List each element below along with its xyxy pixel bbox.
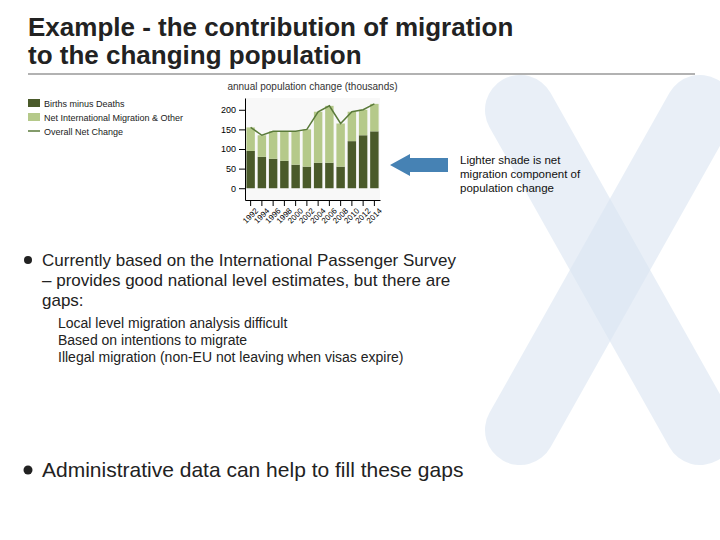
x-tick-mark xyxy=(329,200,330,206)
bar xyxy=(359,135,367,188)
x-axis-line xyxy=(246,200,381,201)
bar xyxy=(303,129,311,166)
sub-bullet-text: Local level migration analysis difficult xyxy=(58,315,287,331)
bar xyxy=(325,163,333,189)
bar xyxy=(336,167,344,189)
x-tick-mark xyxy=(295,200,296,206)
bar xyxy=(348,112,356,141)
bar xyxy=(269,131,277,158)
bullet-text: – provides good national level estimates… xyxy=(42,271,450,290)
y-tick-mark xyxy=(239,110,245,111)
y-tick: 150 xyxy=(221,125,245,135)
y-tick: 0 xyxy=(231,184,245,194)
legend-label: Net International Migration & Other xyxy=(44,113,183,123)
sub-bullet-text: Based on intentions to migrate xyxy=(58,332,247,348)
annotation-line: Lighter shade is net xyxy=(460,154,561,166)
x-tick-mark xyxy=(284,200,285,206)
bar xyxy=(291,131,299,164)
x-tick-mark xyxy=(318,200,319,206)
x-tick-mark xyxy=(250,200,251,206)
bar xyxy=(370,104,378,131)
x-tick-mark xyxy=(261,200,262,206)
bar xyxy=(314,163,322,189)
y-tick-label: 50 xyxy=(226,164,236,174)
plot-marks xyxy=(246,104,378,188)
y-tick-mark xyxy=(239,188,245,189)
plot-background xyxy=(245,98,380,200)
y-axis: 0 50 100 150 200 xyxy=(221,99,246,201)
y-axis-line xyxy=(245,99,246,201)
legend-swatch xyxy=(28,113,40,121)
legend-swatch xyxy=(28,130,40,132)
bar xyxy=(370,131,378,188)
bullet-dot xyxy=(24,256,32,264)
x-tick-mark xyxy=(363,200,364,206)
bar xyxy=(280,131,288,160)
x-axis: 1992199419961998200020022004200620082010… xyxy=(241,200,384,225)
page: Example - the contribution of migrationt… xyxy=(0,0,720,540)
bar xyxy=(314,112,322,163)
bar xyxy=(246,127,254,151)
y-tick-mark xyxy=(239,169,245,170)
bullet-dot xyxy=(24,466,33,475)
sub-bullet-text: Illegal migration (non-EU not leaving wh… xyxy=(58,349,404,365)
bar xyxy=(336,124,344,167)
y-tick: 50 xyxy=(226,164,245,174)
x-tick-mark xyxy=(273,200,274,206)
y-tick: 100 xyxy=(221,144,245,154)
bar xyxy=(348,141,356,188)
bullet-text: Administrative data can help to fill the… xyxy=(42,458,463,481)
bar xyxy=(359,110,367,135)
y-tick-label: 0 xyxy=(231,184,236,194)
legend-swatch xyxy=(28,99,40,107)
separator xyxy=(28,73,695,75)
annotation: Lighter shade is net migration component … xyxy=(460,154,581,194)
annotation-line: population change xyxy=(460,182,554,194)
legend-label: Births minus Deaths xyxy=(44,99,125,109)
bar xyxy=(269,159,277,188)
bullet-text: Currently based on the International Pas… xyxy=(42,251,456,270)
chart-title: annual population change (thousands) xyxy=(227,81,397,92)
page-title: Example - the contribution of migration xyxy=(28,12,513,42)
bar xyxy=(246,151,254,188)
x-tick-label: 2014 xyxy=(365,206,384,225)
bar xyxy=(303,167,311,189)
y-tick-mark xyxy=(239,129,245,130)
x-tick-mark xyxy=(340,200,341,206)
y-tick-label: 100 xyxy=(221,144,236,154)
y-tick: 200 xyxy=(221,105,245,115)
y-tick-mark xyxy=(239,149,245,150)
legend-item: Overall Net Change xyxy=(28,127,123,137)
annotation-line: migration component of xyxy=(460,168,581,180)
bar xyxy=(280,161,288,188)
line xyxy=(251,104,375,135)
bar xyxy=(258,135,266,157)
arrow xyxy=(390,154,448,176)
bar xyxy=(291,165,299,189)
x-tick-mark xyxy=(306,200,307,206)
legend-item: Net International Migration & Other xyxy=(28,113,183,123)
page-title: to the changing population xyxy=(28,40,362,70)
legend-item: Births minus Deaths xyxy=(28,99,125,109)
bullet-text: gaps: xyxy=(42,291,84,310)
legend: Births minus Deaths Net International Mig… xyxy=(28,99,183,137)
bar xyxy=(325,106,333,163)
legend-label: Overall Net Change xyxy=(44,127,123,137)
y-tick-label: 150 xyxy=(221,125,236,135)
x-tick-mark xyxy=(374,200,375,206)
x-tick-mark xyxy=(351,200,352,206)
bar xyxy=(258,157,266,188)
y-tick-label: 200 xyxy=(221,105,236,115)
x-tick: 2014 xyxy=(365,200,384,225)
